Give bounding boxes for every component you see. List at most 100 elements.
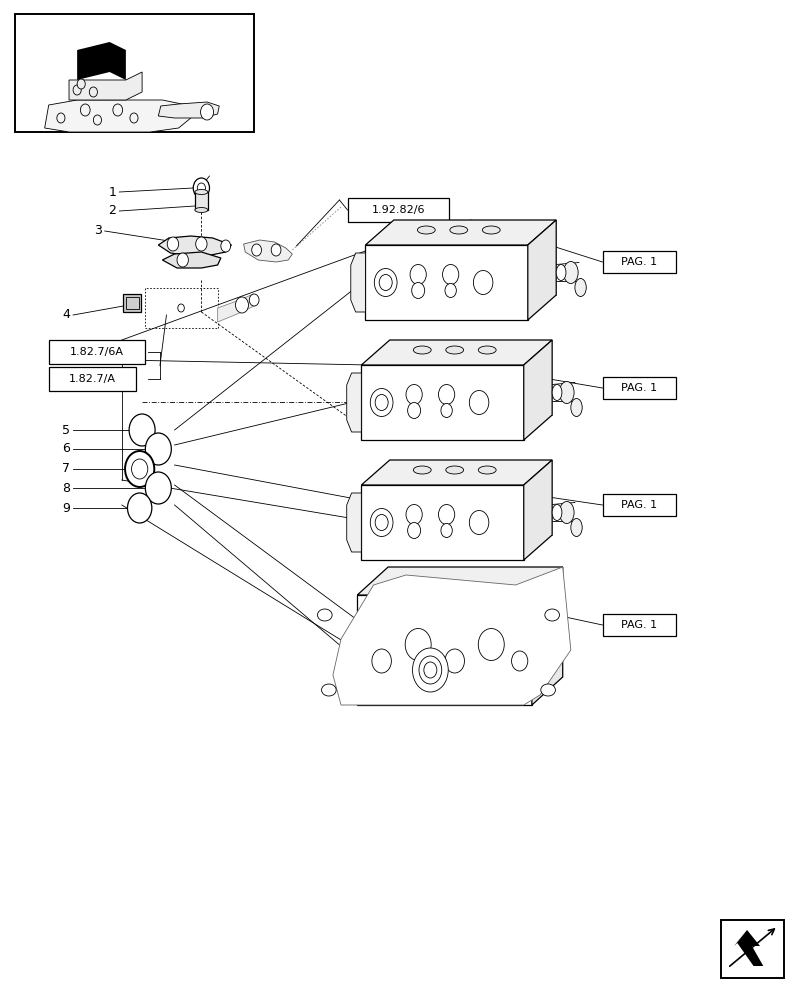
Ellipse shape (559, 502, 573, 524)
Circle shape (375, 514, 388, 530)
Circle shape (370, 508, 393, 536)
Circle shape (438, 504, 454, 524)
Polygon shape (77, 42, 126, 80)
Circle shape (469, 510, 488, 534)
Polygon shape (346, 373, 361, 432)
Circle shape (195, 237, 207, 251)
Ellipse shape (413, 346, 431, 354)
Ellipse shape (559, 381, 573, 403)
Circle shape (406, 504, 422, 524)
Polygon shape (45, 100, 191, 132)
Bar (195, 192, 208, 210)
Bar (347, 198, 448, 222)
Ellipse shape (478, 466, 496, 474)
Circle shape (57, 113, 65, 123)
Text: 4: 4 (62, 308, 70, 322)
Polygon shape (523, 460, 551, 560)
Text: PAG. 1: PAG. 1 (620, 620, 656, 630)
Bar (602, 251, 675, 273)
Bar (602, 377, 675, 399)
Circle shape (418, 656, 441, 684)
Bar (361, 365, 523, 440)
Bar (357, 595, 531, 705)
Ellipse shape (574, 278, 586, 296)
Polygon shape (346, 493, 361, 552)
Circle shape (473, 270, 492, 294)
Ellipse shape (417, 226, 435, 234)
Ellipse shape (563, 261, 577, 284)
Bar (361, 485, 523, 560)
Circle shape (410, 264, 426, 284)
Bar (602, 614, 675, 636)
Text: 3: 3 (93, 225, 101, 237)
Circle shape (412, 648, 448, 692)
Circle shape (444, 284, 456, 298)
Bar (126, 297, 139, 309)
Polygon shape (350, 253, 365, 312)
Circle shape (167, 237, 178, 251)
Ellipse shape (482, 226, 500, 234)
Ellipse shape (449, 226, 467, 234)
Polygon shape (527, 220, 556, 320)
Circle shape (375, 394, 388, 410)
Bar (49, 367, 136, 391)
Circle shape (197, 183, 205, 193)
Circle shape (113, 104, 122, 116)
Polygon shape (733, 930, 762, 966)
Ellipse shape (570, 518, 581, 536)
Circle shape (251, 244, 261, 256)
Circle shape (177, 253, 188, 267)
Polygon shape (357, 567, 562, 595)
Ellipse shape (551, 504, 561, 520)
Circle shape (440, 403, 452, 418)
Circle shape (407, 402, 420, 418)
Polygon shape (158, 102, 219, 118)
Polygon shape (243, 240, 292, 262)
Ellipse shape (478, 346, 496, 354)
Circle shape (93, 115, 101, 125)
Polygon shape (158, 236, 231, 256)
Text: 1.92.82/6: 1.92.82/6 (371, 205, 424, 215)
Circle shape (444, 649, 464, 673)
Circle shape (440, 524, 452, 538)
Circle shape (125, 451, 154, 487)
Circle shape (235, 297, 248, 313)
Circle shape (221, 240, 230, 252)
Circle shape (478, 629, 504, 660)
Ellipse shape (556, 264, 565, 280)
Circle shape (145, 433, 171, 465)
Bar (720, 920, 783, 978)
Text: 1: 1 (108, 186, 116, 198)
Text: 1.82.7/A: 1.82.7/A (69, 374, 116, 384)
Text: 1.82.7/6A: 1.82.7/6A (70, 347, 123, 357)
Circle shape (511, 651, 527, 671)
Polygon shape (217, 294, 255, 322)
Polygon shape (69, 72, 142, 100)
Polygon shape (162, 252, 221, 268)
Circle shape (271, 244, 281, 256)
Ellipse shape (413, 466, 431, 474)
Circle shape (379, 274, 392, 290)
Circle shape (73, 85, 81, 95)
Text: 2: 2 (108, 205, 116, 218)
Ellipse shape (195, 190, 208, 194)
Circle shape (405, 629, 431, 660)
Circle shape (438, 384, 454, 404)
Polygon shape (361, 340, 551, 365)
Circle shape (469, 390, 488, 414)
Ellipse shape (321, 684, 336, 696)
Ellipse shape (544, 609, 559, 621)
Text: 6: 6 (62, 442, 70, 456)
Bar (49, 340, 144, 364)
Circle shape (80, 104, 90, 116)
Circle shape (77, 79, 85, 89)
Text: 8: 8 (62, 482, 70, 494)
Circle shape (131, 459, 148, 479)
Circle shape (249, 294, 259, 306)
Circle shape (374, 268, 397, 296)
Circle shape (178, 304, 184, 312)
Text: PAG. 1: PAG. 1 (620, 383, 656, 393)
Circle shape (145, 472, 171, 504)
Text: 7: 7 (62, 462, 70, 476)
Circle shape (411, 282, 424, 298)
